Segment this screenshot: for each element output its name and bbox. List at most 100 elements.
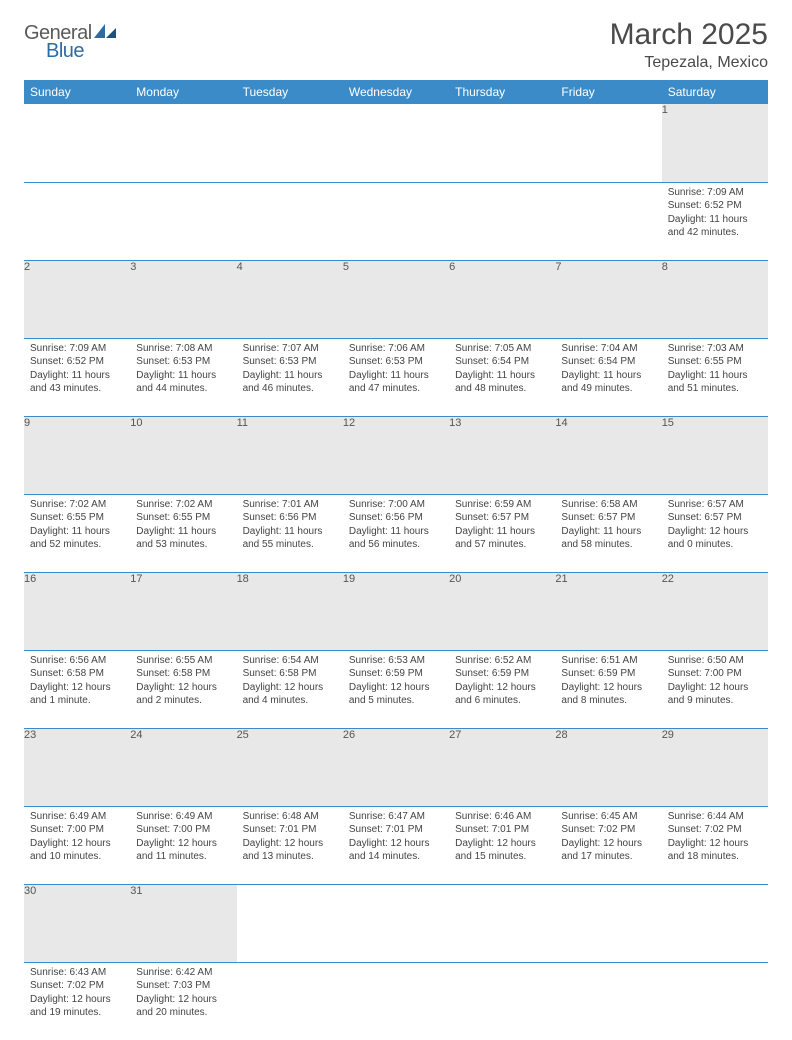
daylight-text-2: and 8 minutes. [561,694,655,708]
day-cell: Sunrise: 6:56 AMSunset: 6:58 PMDaylight:… [24,650,130,728]
sunrise-text: Sunrise: 6:42 AM [136,966,230,980]
week-row: Sunrise: 6:43 AMSunset: 7:02 PMDaylight:… [24,962,768,1040]
day-cell [449,182,555,260]
daylight-text-1: Daylight: 12 hours [30,837,124,851]
day-number [130,104,236,182]
sunrise-text: Sunrise: 6:50 AM [668,654,762,668]
day-number: 12 [343,416,449,494]
daylight-text-2: and 13 minutes. [243,850,337,864]
day-content: Sunrise: 6:45 AMSunset: 7:02 PMDaylight:… [555,807,661,868]
day-number: 22 [662,572,768,650]
day-cell [343,182,449,260]
day-content: Sunrise: 7:07 AMSunset: 6:53 PMDaylight:… [237,339,343,400]
daylight-text-2: and 20 minutes. [136,1006,230,1020]
daylight-text-2: and 49 minutes. [561,382,655,396]
day-content: Sunrise: 6:47 AMSunset: 7:01 PMDaylight:… [343,807,449,868]
week-row: Sunrise: 7:09 AMSunset: 6:52 PMDaylight:… [24,182,768,260]
title-block: March 2025 Tepezala, Mexico [610,18,768,72]
sunrise-text: Sunrise: 6:54 AM [243,654,337,668]
sunrise-text: Sunrise: 6:51 AM [561,654,655,668]
day-number: 9 [24,416,130,494]
day-cell [24,182,130,260]
sunset-text: Sunset: 6:59 PM [455,667,549,681]
day-content: Sunrise: 7:05 AMSunset: 6:54 PMDaylight:… [449,339,555,400]
daylight-text-2: and 1 minute. [30,694,124,708]
sunset-text: Sunset: 6:55 PM [30,511,124,525]
sunrise-text: Sunrise: 6:53 AM [349,654,443,668]
week-row: Sunrise: 7:09 AMSunset: 6:52 PMDaylight:… [24,338,768,416]
day-cell: Sunrise: 6:54 AMSunset: 6:58 PMDaylight:… [237,650,343,728]
day-cell: Sunrise: 7:09 AMSunset: 6:52 PMDaylight:… [24,338,130,416]
day-cell: Sunrise: 6:53 AMSunset: 6:59 PMDaylight:… [343,650,449,728]
daylight-text-1: Daylight: 12 hours [136,837,230,851]
daylight-text-1: Daylight: 12 hours [136,681,230,695]
day-content: Sunrise: 6:42 AMSunset: 7:03 PMDaylight:… [130,963,236,1024]
day-number [449,104,555,182]
day-number: 31 [130,884,236,962]
weekday-header: Friday [555,80,661,104]
day-cell: Sunrise: 7:07 AMSunset: 6:53 PMDaylight:… [237,338,343,416]
day-cell: Sunrise: 7:02 AMSunset: 6:55 PMDaylight:… [24,494,130,572]
day-content: Sunrise: 7:02 AMSunset: 6:55 PMDaylight:… [24,495,130,556]
sunset-text: Sunset: 6:52 PM [668,199,762,213]
day-number: 3 [130,260,236,338]
day-number: 5 [343,260,449,338]
sunrise-text: Sunrise: 6:45 AM [561,810,655,824]
day-number-row: 23242526272829 [24,728,768,806]
day-cell: Sunrise: 6:47 AMSunset: 7:01 PMDaylight:… [343,806,449,884]
day-cell: Sunrise: 6:55 AMSunset: 6:58 PMDaylight:… [130,650,236,728]
sunrise-text: Sunrise: 7:04 AM [561,342,655,356]
daylight-text-1: Daylight: 11 hours [668,369,762,383]
day-content: Sunrise: 7:01 AMSunset: 6:56 PMDaylight:… [237,495,343,556]
day-cell: Sunrise: 6:58 AMSunset: 6:57 PMDaylight:… [555,494,661,572]
day-number: 21 [555,572,661,650]
daylight-text-1: Daylight: 12 hours [136,993,230,1007]
sunset-text: Sunset: 6:56 PM [349,511,443,525]
sunset-text: Sunset: 7:01 PM [349,823,443,837]
week-row: Sunrise: 7:02 AMSunset: 6:55 PMDaylight:… [24,494,768,572]
daylight-text-1: Daylight: 12 hours [668,525,762,539]
day-cell [555,182,661,260]
day-content: Sunrise: 6:48 AMSunset: 7:01 PMDaylight:… [237,807,343,868]
day-number [662,884,768,962]
daylight-text-2: and 42 minutes. [668,226,762,240]
daylight-text-1: Daylight: 11 hours [30,525,124,539]
daylight-text-2: and 5 minutes. [349,694,443,708]
daylight-text-1: Daylight: 12 hours [668,837,762,851]
day-cell: Sunrise: 7:01 AMSunset: 6:56 PMDaylight:… [237,494,343,572]
sunset-text: Sunset: 7:02 PM [561,823,655,837]
day-number [449,884,555,962]
daylight-text-2: and 17 minutes. [561,850,655,864]
day-content: Sunrise: 7:08 AMSunset: 6:53 PMDaylight:… [130,339,236,400]
day-number: 11 [237,416,343,494]
daylight-text-1: Daylight: 12 hours [668,681,762,695]
day-cell: Sunrise: 7:09 AMSunset: 6:52 PMDaylight:… [662,182,768,260]
week-row: Sunrise: 6:49 AMSunset: 7:00 PMDaylight:… [24,806,768,884]
day-number: 6 [449,260,555,338]
day-content: Sunrise: 6:52 AMSunset: 6:59 PMDaylight:… [449,651,555,712]
sunset-text: Sunset: 6:53 PM [243,355,337,369]
day-cell: Sunrise: 7:02 AMSunset: 6:55 PMDaylight:… [130,494,236,572]
weekday-header: Monday [130,80,236,104]
sunrise-text: Sunrise: 7:01 AM [243,498,337,512]
day-cell: Sunrise: 6:59 AMSunset: 6:57 PMDaylight:… [449,494,555,572]
daylight-text-1: Daylight: 12 hours [30,993,124,1007]
daylight-text-2: and 44 minutes. [136,382,230,396]
day-content: Sunrise: 7:00 AMSunset: 6:56 PMDaylight:… [343,495,449,556]
day-cell: Sunrise: 6:42 AMSunset: 7:03 PMDaylight:… [130,962,236,1040]
daylight-text-2: and 52 minutes. [30,538,124,552]
day-cell: Sunrise: 6:51 AMSunset: 6:59 PMDaylight:… [555,650,661,728]
weekday-header: Saturday [662,80,768,104]
day-number: 25 [237,728,343,806]
day-number: 1 [662,104,768,182]
sunset-text: Sunset: 7:02 PM [668,823,762,837]
day-cell: Sunrise: 7:06 AMSunset: 6:53 PMDaylight:… [343,338,449,416]
day-number: 23 [24,728,130,806]
daylight-text-1: Daylight: 11 hours [455,525,549,539]
sunrise-text: Sunrise: 7:00 AM [349,498,443,512]
calendar-table: Sunday Monday Tuesday Wednesday Thursday… [24,80,768,1040]
daylight-text-2: and 18 minutes. [668,850,762,864]
logo-text-blue: Blue [46,40,84,62]
daylight-text-1: Daylight: 11 hours [561,369,655,383]
sunset-text: Sunset: 6:59 PM [561,667,655,681]
